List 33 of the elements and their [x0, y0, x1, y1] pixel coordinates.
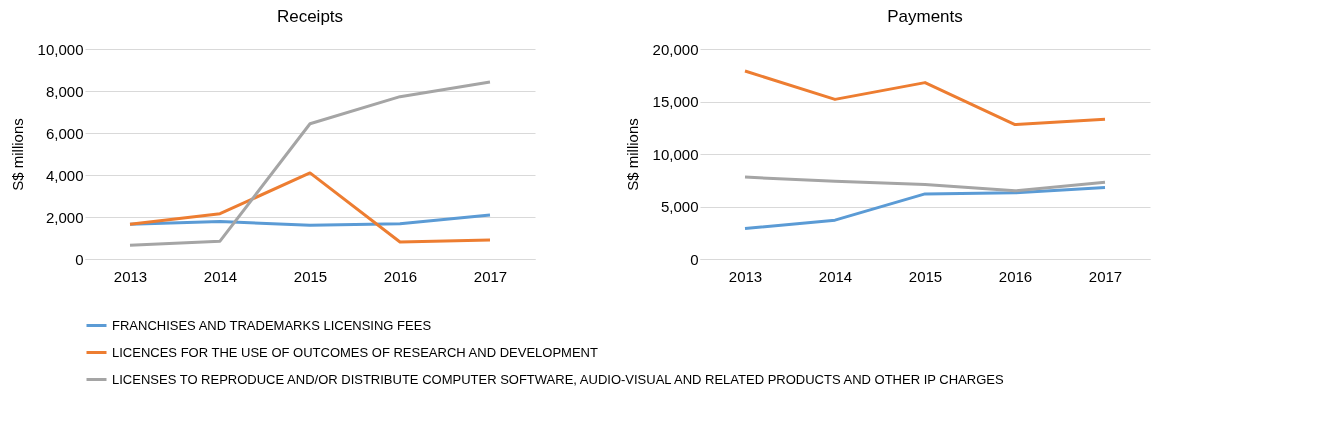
line-series [128, 171, 492, 244]
legend-label: LICENSES TO REPRODUCE AND/OR DISTRIBUTE COMPUTER SOFTWARE, AUDIO-VISUAL AND RELATED PRODUCTS AND OTHER IP CHARGES [112, 371, 1004, 387]
x-tick-label: 2016 [998, 267, 1033, 285]
y-tick-label: 4,000 [45, 166, 84, 184]
y-axis-title: S$ millions [8, 118, 26, 191]
chart-title: Payments [887, 7, 963, 26]
y-tick-label: 6,000 [45, 124, 84, 142]
x-tick-label: 2017 [473, 267, 508, 285]
y-tick-label: 20,000 [652, 40, 699, 58]
x-tick-label: 2014 [203, 267, 238, 285]
y-axis-title: S$ millions [623, 118, 641, 191]
y-tick-label: 0 [690, 250, 699, 268]
y-tick-label: 5,000 [660, 198, 699, 215]
line-series [743, 69, 1107, 127]
y-tick-label: 2,000 [45, 208, 84, 226]
x-tick-label: 2015 [908, 267, 943, 285]
line-series [743, 175, 1107, 193]
x-tick-label: 2016 [383, 267, 418, 285]
legend-label: FRANCHISES AND TRADEMARKS LICENSING FEES [112, 317, 432, 333]
chart-title: Receipts [276, 7, 344, 26]
y-tick-label: 0 [75, 250, 84, 268]
x-tick-label: 2013 [728, 267, 763, 285]
legend-label: LICENCES FOR THE USE OF OUTCOMES OF RESEARCH AND DEVELOPMENT [112, 344, 598, 360]
x-tick-label: 2014 [818, 267, 853, 285]
y-tick-label: 10,000 [37, 40, 84, 58]
line-series [128, 80, 492, 247]
x-tick-label: 2015 [293, 267, 328, 285]
y-tick-label: 10,000 [652, 145, 699, 163]
y-tick-label: 15,000 [652, 93, 699, 110]
x-tick-label: 2013 [113, 267, 148, 285]
x-tick-label: 2017 [1088, 267, 1123, 285]
line-series [743, 186, 1107, 231]
y-tick-label: 8,000 [45, 82, 84, 100]
